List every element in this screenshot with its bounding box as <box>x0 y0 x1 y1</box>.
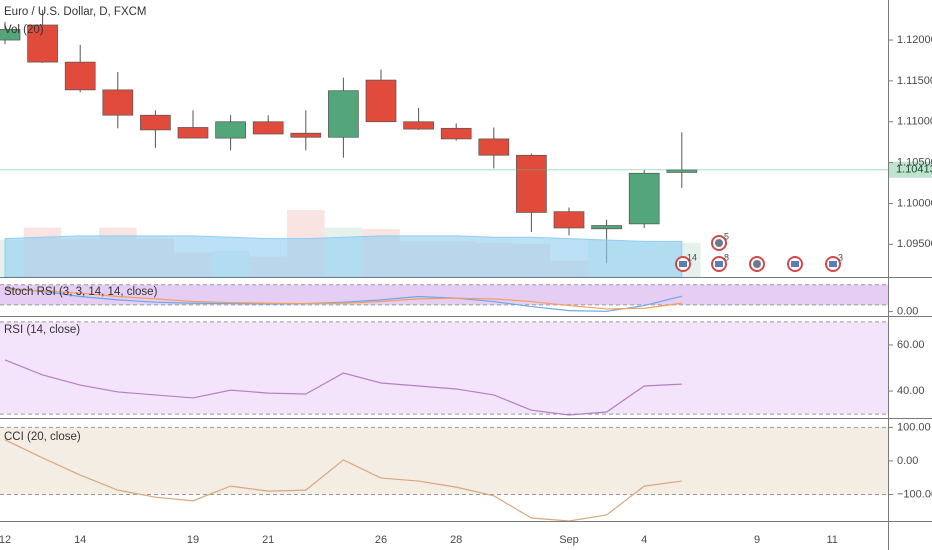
event-label: 5 <box>724 231 729 241</box>
candle-body <box>252 121 284 135</box>
event-label: 8 <box>724 252 729 262</box>
y-tick-label: 1.12000 <box>897 34 932 46</box>
candle-body <box>64 61 96 91</box>
candle-body <box>27 24 58 63</box>
y-tick-label: 1.11000 <box>897 116 932 128</box>
y-tick-label: −100.00 <box>897 488 932 500</box>
candle-body <box>628 172 660 225</box>
candle-body <box>177 127 209 139</box>
pane-title: RSI (14, close) <box>4 324 80 336</box>
candle-body <box>215 121 246 139</box>
candle-body <box>365 79 397 123</box>
x-tick-label: 11 <box>826 534 837 546</box>
x-tick-label: 12 <box>0 534 11 546</box>
y-tick-label: 100.00 <box>897 421 931 433</box>
marks <box>0 9 888 521</box>
labels: 12 14 19 21 26 28 Sep 4 9 11 1.10413 1.12000 1.11500… <box>0 34 932 546</box>
x-tick-label: 21 <box>262 534 274 546</box>
x-tick-label: Sep <box>559 534 579 546</box>
y-tick-label: 1.10000 <box>897 197 932 209</box>
pane-title: Vol (20) <box>4 24 44 36</box>
indicator-line <box>4 287 682 312</box>
indicator-line <box>4 359 682 416</box>
last-price-label: 1.10413 <box>896 164 932 176</box>
volume-ma-area <box>4 235 683 278</box>
x-tick-label: 26 <box>375 534 387 546</box>
candle-body <box>516 154 547 213</box>
pane-title: Stoch RSI (3, 3, 14, 14, close) <box>4 286 158 298</box>
x-tick-label: 28 <box>450 534 462 546</box>
candle-body <box>440 127 472 140</box>
candle-body <box>553 211 585 229</box>
candle-body <box>591 225 622 230</box>
x-tick-label: 9 <box>754 534 760 546</box>
last-price-box <box>889 161 932 178</box>
band-fill <box>0 427 888 495</box>
candle-body <box>102 89 134 116</box>
candle-body <box>0 29 21 41</box>
event-label: 14 <box>687 252 697 262</box>
x-tick-label: 19 <box>187 534 199 546</box>
candle-body <box>666 169 698 173</box>
indicator-line <box>4 439 682 521</box>
x-tick-label: 14 <box>74 534 86 546</box>
candle-body <box>478 138 510 156</box>
indicator-line <box>4 289 682 310</box>
candle-body <box>290 132 322 138</box>
event-label: 3 <box>838 252 843 262</box>
y-tick-label: 1.11500 <box>897 75 932 87</box>
candle-body <box>140 114 171 131</box>
y-tick-label: 0.00 <box>897 455 918 467</box>
y-tick-label: 0.00 <box>897 306 918 318</box>
pane-title: CCI (20, close) <box>4 431 81 443</box>
band-fill <box>0 321 888 415</box>
y-tick-label: 60.00 <box>897 339 925 351</box>
y-tick-label: 40.00 <box>897 385 925 397</box>
chart-title: Euro / U.S. Dollar, D, FXCM <box>4 6 147 18</box>
candle-body <box>403 121 434 130</box>
event-icons <box>675 235 841 272</box>
x-tick-label: 4 <box>641 534 647 546</box>
y-tick-label: 1.10500 <box>897 157 932 169</box>
candle-body <box>328 90 359 138</box>
